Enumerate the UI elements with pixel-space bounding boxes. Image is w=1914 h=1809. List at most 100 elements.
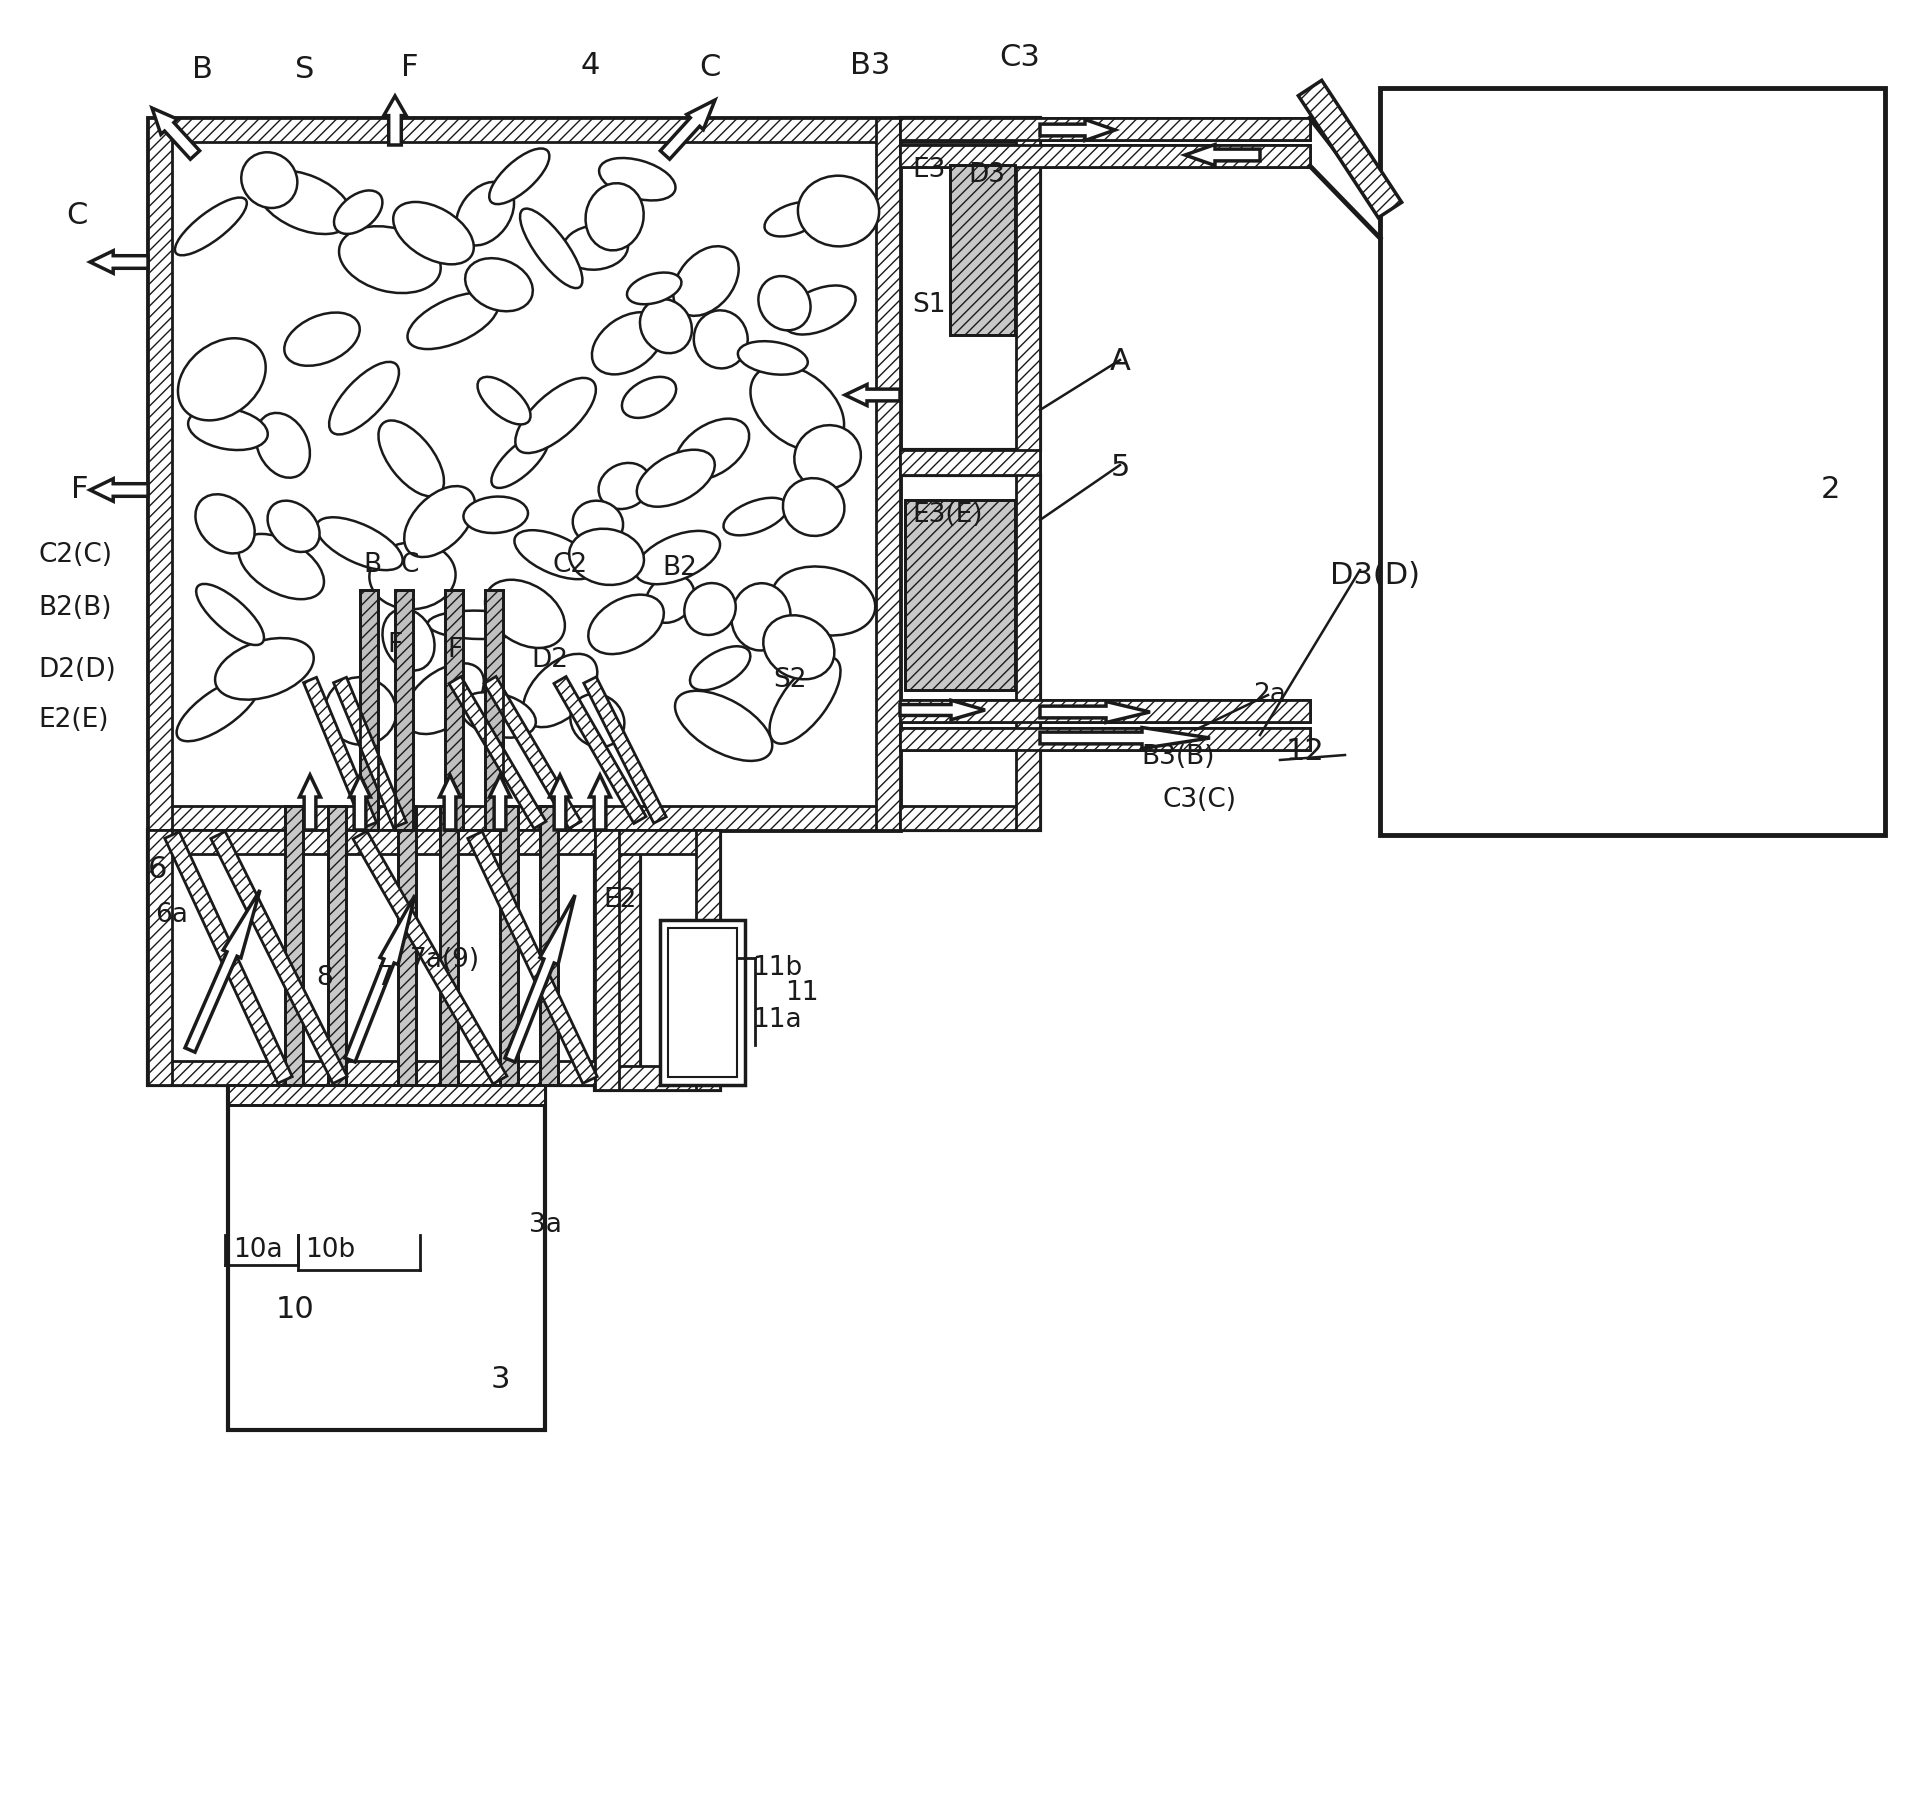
Polygon shape [90, 251, 147, 273]
Bar [905, 499, 1014, 689]
Bar [900, 727, 1309, 751]
Bar [394, 590, 413, 830]
Text: S: S [295, 56, 314, 85]
Text: C2: C2 [553, 552, 588, 579]
Ellipse shape [174, 197, 247, 255]
Bar [949, 165, 1014, 335]
Text: 2: 2 [1820, 476, 1839, 505]
Text: 8: 8 [316, 964, 333, 991]
Ellipse shape [783, 478, 844, 535]
Polygon shape [90, 479, 147, 501]
Ellipse shape [723, 497, 789, 535]
Bar [500, 807, 519, 1085]
Polygon shape [900, 700, 986, 720]
Ellipse shape [794, 425, 861, 488]
Polygon shape [352, 830, 507, 1084]
Bar [1016, 118, 1039, 830]
Text: 2a: 2a [1254, 682, 1286, 707]
Polygon shape [484, 677, 582, 829]
Bar [147, 118, 900, 830]
Bar [905, 499, 1014, 689]
Text: 10: 10 [276, 1295, 314, 1324]
Ellipse shape [635, 530, 720, 584]
Bar [147, 1062, 639, 1085]
Text: 4: 4 [580, 51, 599, 80]
Polygon shape [1039, 119, 1116, 141]
Ellipse shape [685, 582, 735, 635]
Bar [147, 118, 172, 830]
Bar [900, 700, 1309, 722]
Bar [398, 807, 415, 1085]
Text: 11: 11 [785, 980, 819, 1006]
Ellipse shape [239, 534, 323, 599]
Polygon shape [490, 774, 511, 830]
Ellipse shape [637, 450, 714, 507]
Ellipse shape [333, 190, 383, 233]
Ellipse shape [383, 610, 434, 671]
Text: S2: S2 [773, 668, 806, 693]
Text: 3: 3 [490, 1366, 509, 1395]
Bar [900, 145, 1309, 166]
Bar [440, 807, 457, 1085]
Bar [444, 590, 463, 830]
Ellipse shape [241, 152, 297, 208]
Ellipse shape [676, 691, 771, 762]
Text: C: C [400, 552, 419, 579]
Bar [900, 450, 1039, 476]
Polygon shape [660, 99, 716, 159]
Ellipse shape [674, 246, 739, 317]
Polygon shape [304, 677, 377, 829]
Ellipse shape [178, 338, 266, 420]
Ellipse shape [676, 418, 748, 479]
Ellipse shape [628, 273, 681, 304]
Bar [394, 590, 413, 830]
Bar [595, 830, 720, 854]
Ellipse shape [484, 579, 565, 648]
Text: S1: S1 [911, 291, 946, 318]
Text: C: C [67, 201, 88, 230]
Ellipse shape [645, 575, 695, 622]
Polygon shape [450, 677, 545, 829]
Bar [900, 118, 1039, 450]
Bar [949, 165, 1014, 335]
Ellipse shape [798, 175, 879, 246]
Text: C3(C): C3(C) [1164, 787, 1236, 812]
Ellipse shape [586, 183, 643, 250]
Ellipse shape [764, 615, 835, 680]
Text: 7: 7 [377, 964, 394, 991]
Bar [484, 590, 503, 830]
Ellipse shape [739, 342, 808, 374]
Ellipse shape [523, 653, 597, 727]
Polygon shape [299, 774, 320, 830]
Text: D2(D): D2(D) [38, 657, 115, 684]
Text: 6a: 6a [155, 903, 188, 928]
Bar [444, 590, 463, 830]
Polygon shape [440, 774, 461, 830]
Text: B: B [191, 56, 212, 85]
Ellipse shape [758, 277, 810, 331]
Text: E3(E): E3(E) [911, 503, 982, 528]
Text: D2: D2 [532, 648, 568, 673]
Polygon shape [505, 895, 574, 1062]
Ellipse shape [689, 646, 750, 691]
Bar [616, 830, 639, 1085]
Ellipse shape [591, 313, 664, 374]
Ellipse shape [639, 298, 691, 353]
Ellipse shape [256, 412, 310, 478]
Bar [147, 830, 639, 854]
Polygon shape [590, 774, 611, 830]
Text: B: B [364, 552, 381, 579]
Bar [595, 1066, 720, 1091]
Ellipse shape [256, 170, 352, 233]
Polygon shape [549, 774, 570, 830]
Ellipse shape [188, 407, 268, 450]
Bar [147, 830, 639, 1085]
Ellipse shape [285, 313, 360, 365]
Ellipse shape [599, 157, 676, 201]
Text: F: F [387, 631, 402, 658]
Polygon shape [333, 677, 406, 829]
Bar [360, 590, 377, 830]
Ellipse shape [214, 639, 314, 700]
Bar [900, 700, 1309, 722]
Ellipse shape [408, 293, 498, 349]
